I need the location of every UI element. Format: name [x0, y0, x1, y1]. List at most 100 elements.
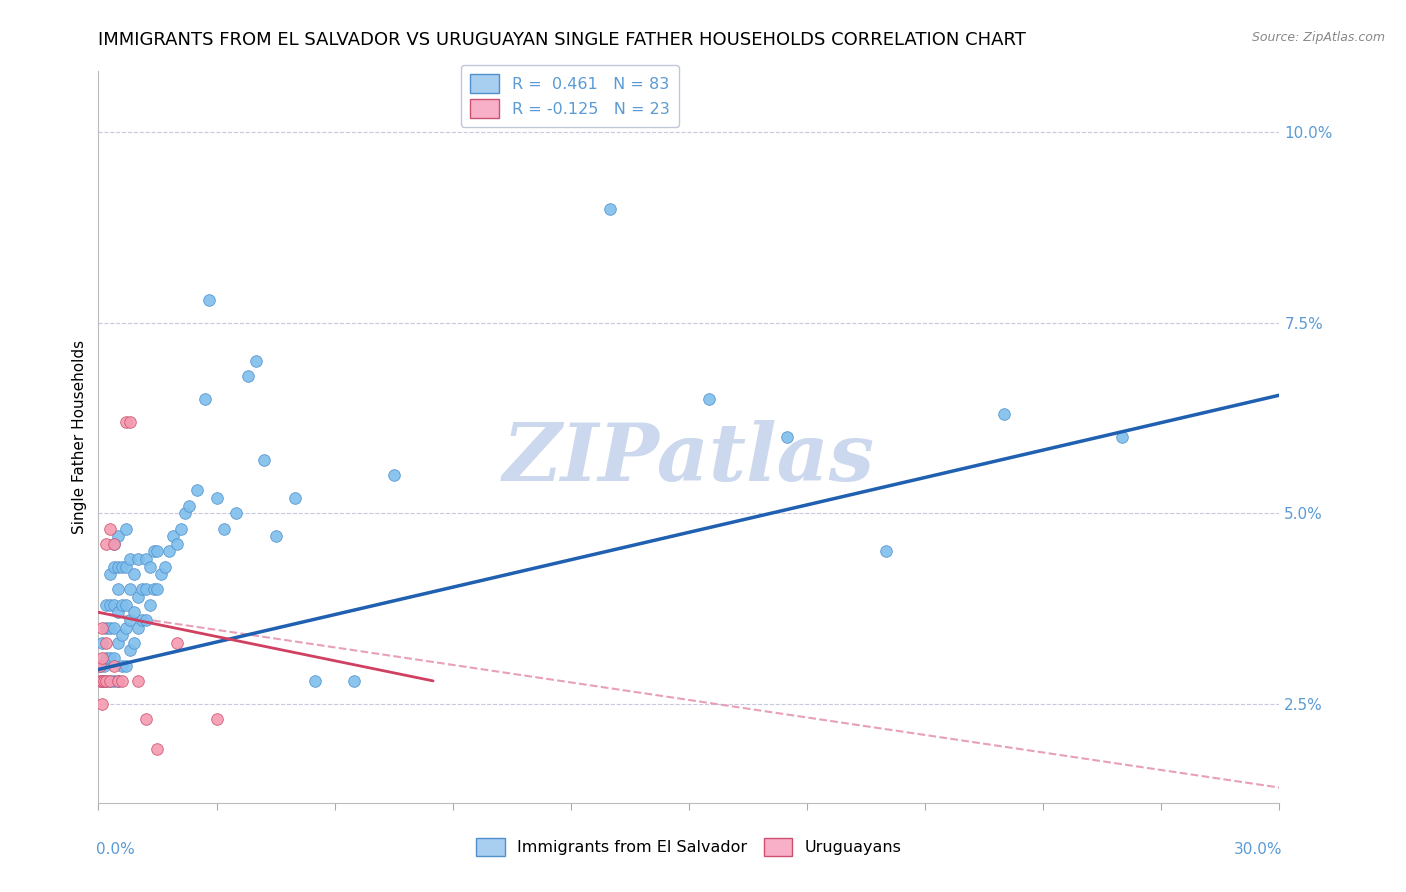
Point: [155, 559, 177, 574]
Point: [103, 537, 125, 551]
Point: [118, 415, 141, 429]
Point: [135, 712, 157, 726]
Text: IMMIGRANTS FROM EL SALVADOR VS URUGUAYAN SINGLE FATHER HOUSEHOLDS CORRELATION CH: IMMIGRANTS FROM EL SALVADOR VS URUGUAYAN…: [98, 31, 1026, 49]
Point: [343, 673, 366, 688]
Point: [382, 468, 405, 483]
Legend: Immigrants from El Salvador, Uruguayans: Immigrants from El Salvador, Uruguayans: [468, 830, 910, 864]
Point: [107, 673, 129, 688]
Point: [1111, 430, 1133, 444]
Point: [127, 621, 149, 635]
Point: [107, 605, 129, 619]
Point: [96, 651, 118, 665]
Point: [107, 582, 129, 597]
Point: [194, 392, 217, 406]
Point: [111, 658, 134, 673]
Point: [98, 621, 121, 635]
Point: [157, 544, 180, 558]
Point: [118, 582, 141, 597]
Point: [93, 658, 115, 673]
Point: [197, 293, 219, 307]
Point: [103, 537, 125, 551]
Point: [264, 529, 287, 543]
Point: [122, 636, 145, 650]
Text: 30.0%: 30.0%: [1233, 842, 1282, 856]
Point: [118, 613, 141, 627]
Point: [107, 559, 129, 574]
Point: [115, 598, 138, 612]
Point: [146, 582, 169, 597]
Point: [98, 673, 121, 688]
Point: [103, 673, 125, 688]
Point: [91, 636, 114, 650]
Point: [90, 697, 112, 711]
Point: [205, 712, 228, 726]
Point: [127, 552, 149, 566]
Point: [166, 636, 188, 650]
Point: [131, 613, 153, 627]
Point: [138, 598, 160, 612]
Point: [103, 651, 125, 665]
Point: [245, 354, 267, 368]
Point: [115, 521, 138, 535]
Point: [107, 673, 129, 688]
Point: [146, 544, 169, 558]
Point: [599, 202, 621, 216]
Point: [138, 559, 160, 574]
Point: [142, 582, 165, 597]
Point: [98, 521, 121, 535]
Text: 0.0%: 0.0%: [96, 842, 135, 856]
Point: [205, 491, 228, 505]
Point: [150, 567, 173, 582]
Point: [284, 491, 307, 505]
Point: [186, 483, 208, 498]
Point: [118, 552, 141, 566]
Text: Source: ZipAtlas.com: Source: ZipAtlas.com: [1251, 31, 1385, 45]
Point: [103, 621, 125, 635]
Point: [162, 529, 184, 543]
Point: [127, 673, 149, 688]
Point: [98, 673, 121, 688]
Point: [776, 430, 799, 444]
Point: [214, 521, 236, 535]
Point: [103, 658, 125, 673]
Point: [236, 369, 259, 384]
Point: [91, 673, 114, 688]
Point: [89, 658, 111, 673]
Point: [107, 529, 129, 543]
Text: ZIPatlas: ZIPatlas: [503, 420, 875, 498]
Point: [96, 673, 118, 688]
Point: [142, 544, 165, 558]
Point: [253, 453, 276, 467]
Point: [107, 636, 129, 650]
Point: [89, 658, 111, 673]
Point: [135, 552, 157, 566]
Point: [697, 392, 720, 406]
Point: [225, 506, 247, 520]
Point: [96, 673, 118, 688]
Point: [98, 598, 121, 612]
Point: [96, 598, 118, 612]
Point: [96, 537, 118, 551]
Point: [146, 742, 169, 756]
Point: [103, 598, 125, 612]
Point: [96, 621, 118, 635]
Point: [177, 499, 200, 513]
Point: [115, 621, 138, 635]
Point: [111, 628, 134, 642]
Point: [304, 673, 326, 688]
Point: [875, 544, 897, 558]
Point: [111, 673, 134, 688]
Point: [115, 415, 138, 429]
Point: [91, 621, 114, 635]
Point: [103, 559, 125, 574]
Point: [166, 537, 188, 551]
Point: [122, 605, 145, 619]
Y-axis label: Single Father Households: Single Father Households: [72, 340, 87, 534]
Point: [174, 506, 197, 520]
Point: [993, 407, 1015, 421]
Point: [122, 567, 145, 582]
Point: [135, 613, 157, 627]
Point: [127, 590, 149, 604]
Point: [98, 567, 121, 582]
Point: [118, 643, 141, 657]
